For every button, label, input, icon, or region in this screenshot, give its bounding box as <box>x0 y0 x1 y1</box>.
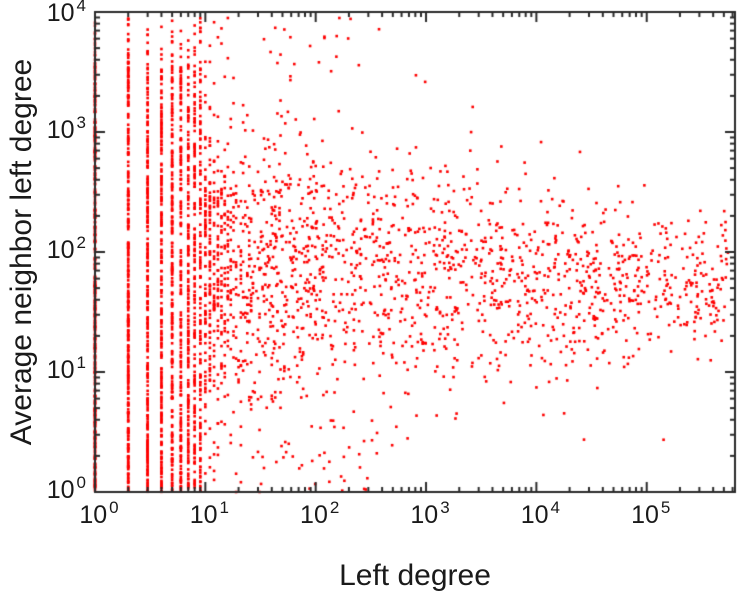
tick-label: 10 3 <box>0 114 86 144</box>
tick-label: 10 0 <box>0 474 86 504</box>
tick-label-exponent: 4 <box>76 0 86 15</box>
tick-label-exponent: 3 <box>440 498 450 517</box>
y-axis-title: Average neighbor left degree <box>5 58 38 446</box>
tick-label-base: 10 <box>300 501 328 529</box>
tick-label-exponent: 2 <box>76 233 86 252</box>
tick-label: 10 1 <box>0 354 86 384</box>
tick-label-exponent: 1 <box>219 498 229 517</box>
tick-label-exponent: 5 <box>660 498 671 517</box>
tick-label-base: 10 <box>46 476 75 504</box>
tick-label: 10 4 <box>0 0 86 26</box>
x-axis-title: Left degree <box>339 559 491 592</box>
tick-label-exponent: 3 <box>76 113 86 132</box>
tick-label-exponent: 0 <box>109 498 119 517</box>
tick-label-base: 10 <box>410 501 439 529</box>
tick-label: 10 5 <box>631 499 670 529</box>
tick-label: 10 2 <box>300 499 339 529</box>
tick-label-base: 10 <box>46 116 75 144</box>
tick-label: 10 1 <box>189 499 229 529</box>
tick-label-base: 10 <box>46 0 75 27</box>
tick-label-base: 10 <box>46 236 75 264</box>
tick-label-exponent: 4 <box>550 498 561 517</box>
tick-label-base: 10 <box>631 501 659 529</box>
tick-label-base: 10 <box>46 356 75 384</box>
tick-label: 10 4 <box>520 499 560 529</box>
tick-label-base: 10 <box>189 501 218 529</box>
tick-label: 10 3 <box>410 499 449 529</box>
tick-label-exponent: 0 <box>76 473 86 492</box>
tick-label-base: 10 <box>520 501 549 529</box>
tick-label-exponent: 2 <box>329 498 340 517</box>
tick-label-base: 10 <box>79 501 108 529</box>
tick-label: 10 2 <box>0 234 86 264</box>
tick-label-exponent: 1 <box>76 353 86 372</box>
tick-label: 10 0 <box>79 499 118 529</box>
